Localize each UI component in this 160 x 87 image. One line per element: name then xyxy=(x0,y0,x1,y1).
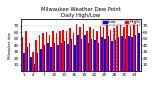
Bar xyxy=(118,37,119,71)
Bar xyxy=(27,47,28,71)
Bar xyxy=(101,37,103,71)
Bar xyxy=(71,39,72,71)
Bar xyxy=(96,31,98,71)
Bar xyxy=(121,36,123,71)
Bar xyxy=(69,28,71,71)
Bar xyxy=(32,52,34,71)
Bar xyxy=(76,24,77,71)
Bar xyxy=(37,53,39,71)
Bar xyxy=(89,27,91,71)
Bar xyxy=(30,57,32,71)
Bar xyxy=(42,33,44,71)
Bar xyxy=(74,45,76,71)
Bar xyxy=(128,36,129,71)
Bar xyxy=(24,53,25,71)
Bar xyxy=(44,45,45,71)
Bar xyxy=(110,30,111,71)
Bar xyxy=(137,22,138,71)
Bar xyxy=(62,30,64,71)
Bar xyxy=(93,29,94,71)
Bar xyxy=(52,31,54,71)
Bar xyxy=(123,27,125,71)
Bar xyxy=(103,27,104,71)
Bar xyxy=(130,26,131,71)
Bar xyxy=(72,33,74,71)
Bar xyxy=(125,39,126,71)
Bar xyxy=(40,49,42,71)
Bar xyxy=(84,35,86,71)
Bar xyxy=(138,33,140,71)
Bar xyxy=(106,24,108,71)
Bar xyxy=(39,35,40,71)
Bar xyxy=(79,27,81,71)
Bar xyxy=(22,37,24,71)
Bar xyxy=(131,37,133,71)
Bar xyxy=(91,39,92,71)
Bar xyxy=(34,64,35,71)
Bar xyxy=(120,24,121,71)
Bar xyxy=(49,35,50,71)
Bar xyxy=(54,43,55,71)
Y-axis label: Milwaukee dew: Milwaukee dew xyxy=(8,32,12,59)
Bar xyxy=(64,41,65,71)
Bar xyxy=(116,26,118,71)
Bar xyxy=(47,43,49,71)
Bar xyxy=(94,40,96,71)
Bar xyxy=(133,23,135,71)
Bar xyxy=(135,35,136,71)
Bar xyxy=(104,39,106,71)
Bar xyxy=(46,32,47,71)
Bar xyxy=(67,44,69,71)
Bar xyxy=(50,47,52,71)
Bar xyxy=(56,33,57,71)
Bar xyxy=(66,31,67,71)
Bar xyxy=(29,43,30,71)
Bar xyxy=(113,28,115,71)
Bar xyxy=(100,26,101,71)
Bar xyxy=(86,31,88,71)
Bar xyxy=(81,39,82,71)
Bar xyxy=(115,40,116,71)
Bar xyxy=(88,43,89,71)
Bar xyxy=(61,43,62,71)
Bar xyxy=(25,31,27,71)
Bar xyxy=(98,43,99,71)
Bar xyxy=(126,24,128,71)
Bar xyxy=(83,24,84,71)
Bar xyxy=(77,35,79,71)
Legend: Low, High: Low, High xyxy=(102,20,140,25)
Bar xyxy=(59,31,61,71)
Bar xyxy=(111,41,113,71)
Bar xyxy=(36,40,37,71)
Bar xyxy=(57,45,59,71)
Title: Milwaukee Weather Dew Point
Daily High/Low: Milwaukee Weather Dew Point Daily High/L… xyxy=(41,7,121,18)
Bar xyxy=(108,36,109,71)
